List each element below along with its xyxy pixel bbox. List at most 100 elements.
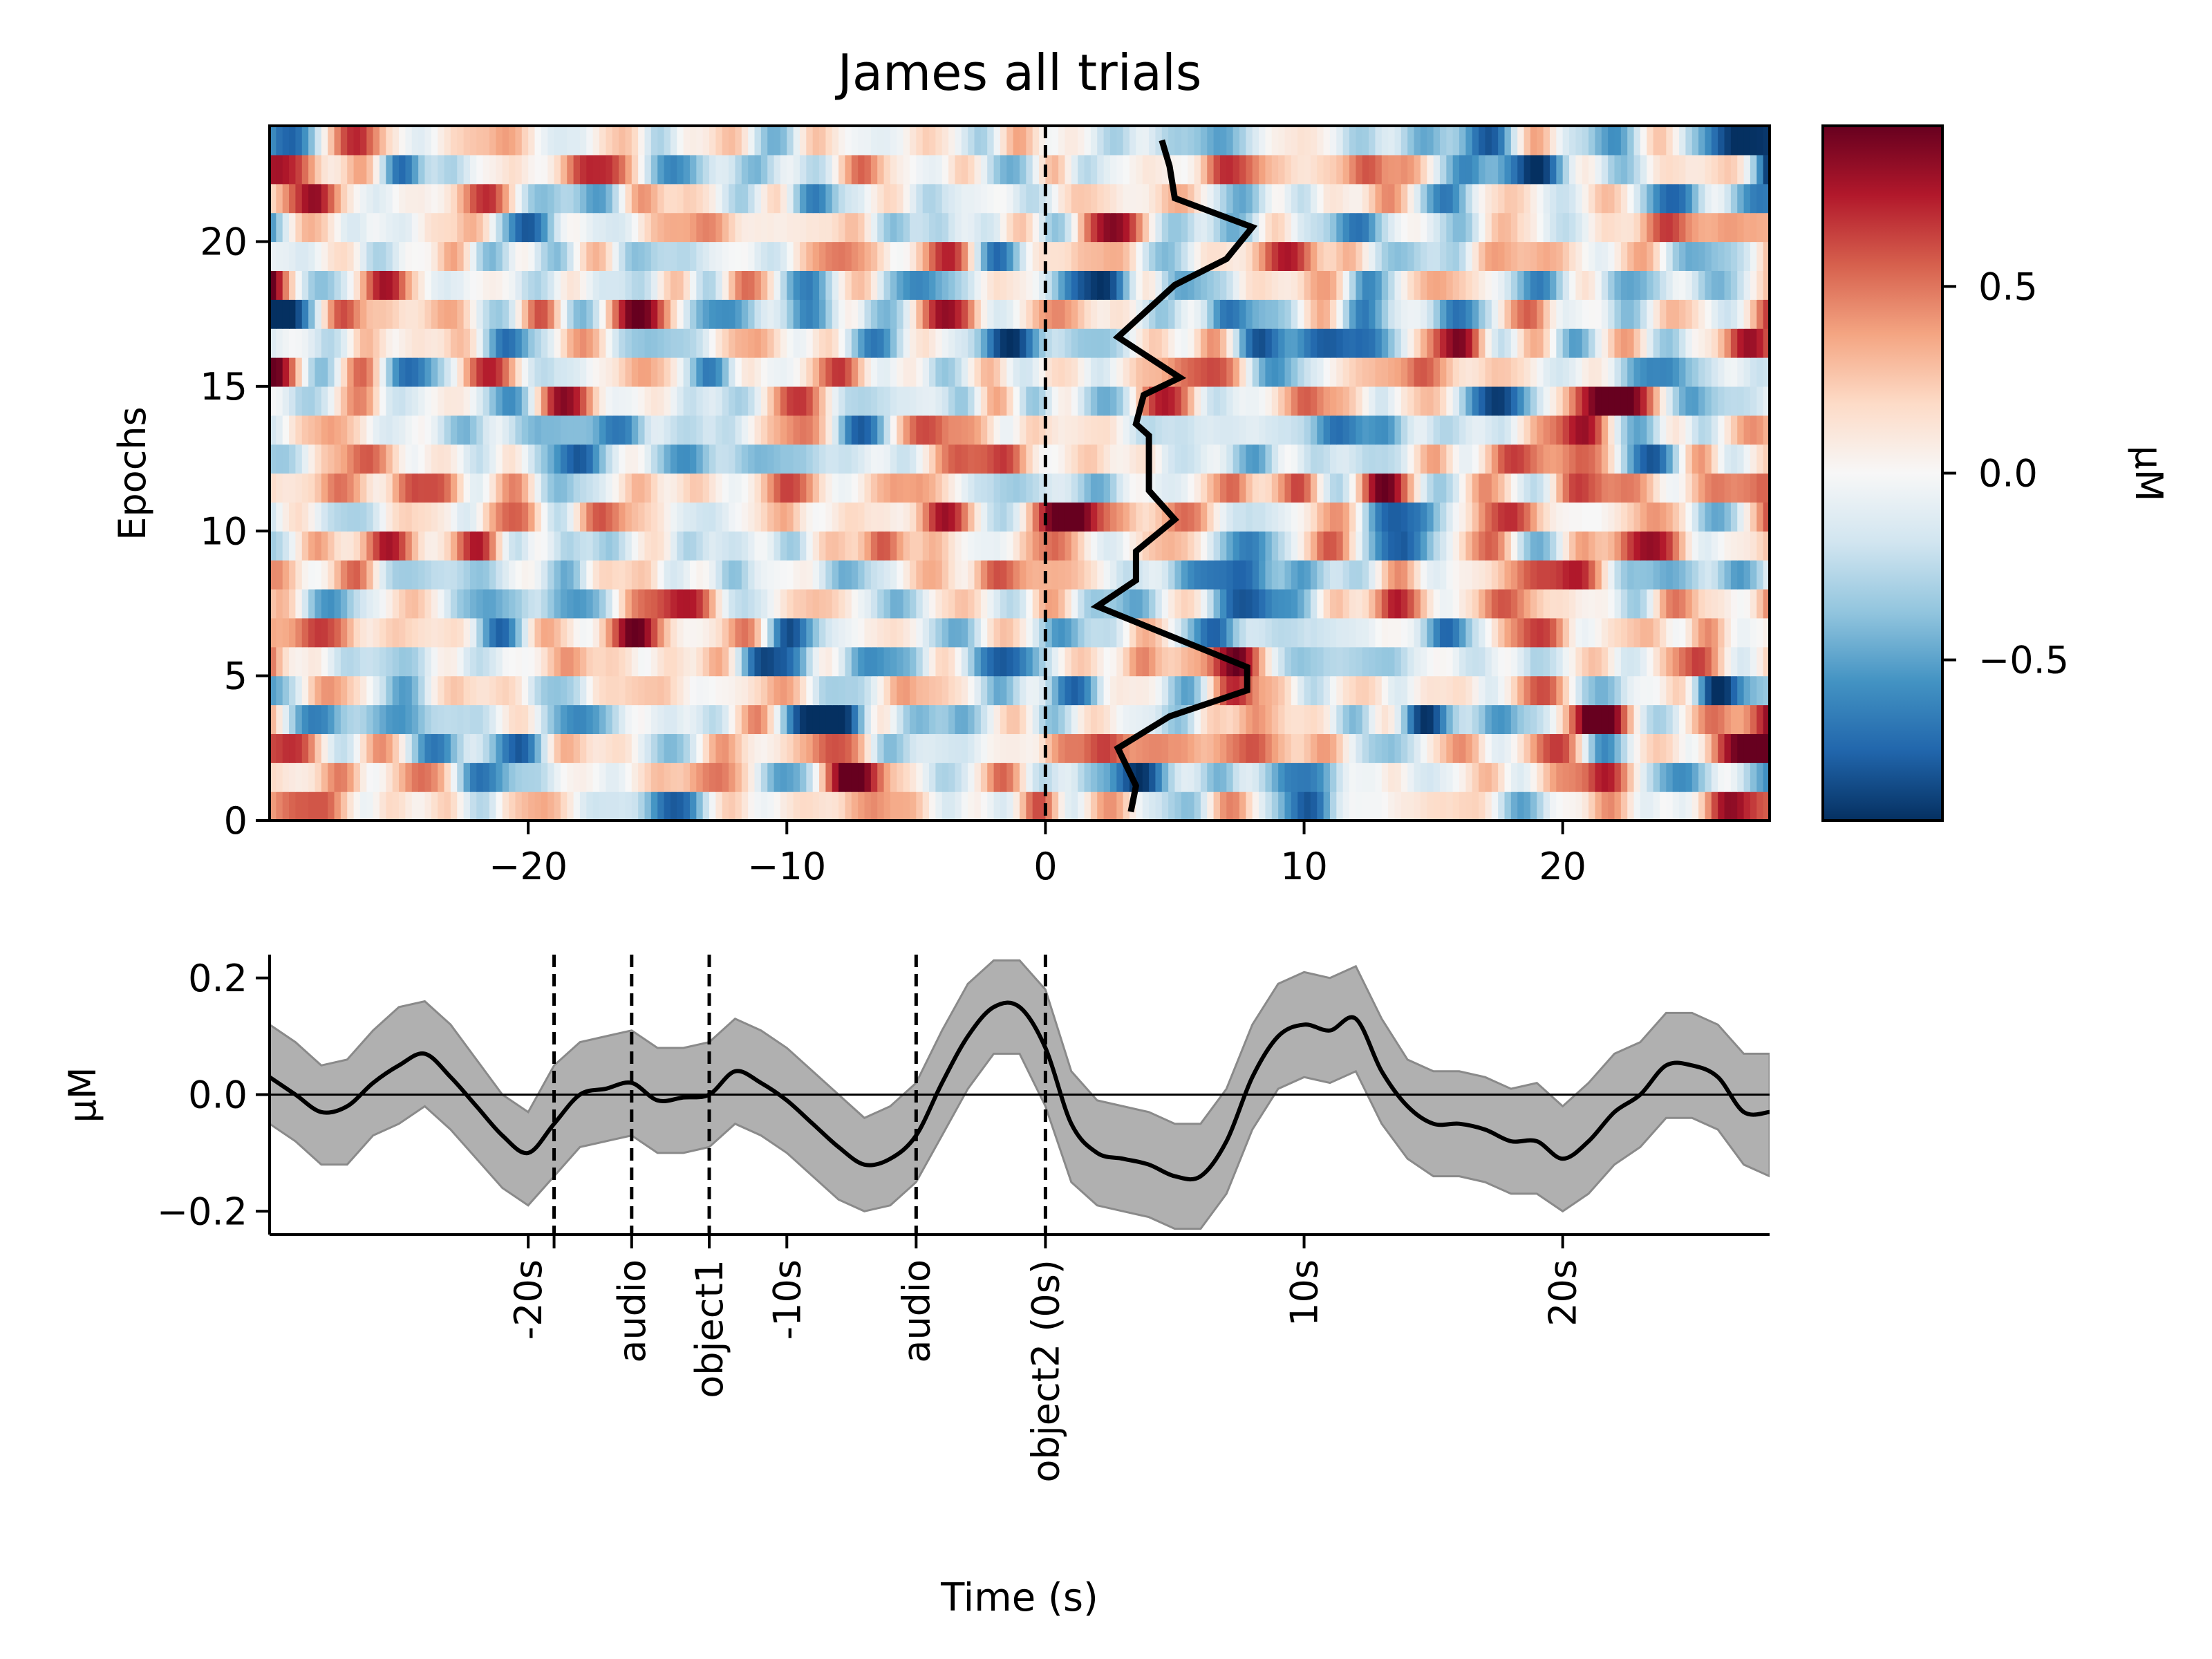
heatmap-cell: [767, 762, 775, 792]
heatmap-cell: [560, 791, 568, 821]
heatmap-cell: [825, 704, 833, 734]
heatmap-cell: [295, 270, 303, 300]
heatmap-cell: [625, 502, 632, 532]
heatmap-cell: [909, 357, 917, 387]
heatmap-cell: [1479, 704, 1486, 734]
heatmap-cell: [1342, 675, 1350, 706]
heatmap-cell: [547, 733, 555, 763]
heatmap-cell: [1420, 617, 1428, 648]
heatmap-cell: [509, 299, 516, 329]
heatmap-cell: [1356, 212, 1363, 243]
heatmap-cell: [438, 328, 445, 358]
heatmap-cell: [780, 646, 788, 677]
heatmap-cell: [1349, 299, 1357, 329]
heatmap-cell: [444, 473, 451, 503]
heatmap-cell: [1647, 473, 1654, 503]
heatmap-cell: [1627, 444, 1635, 474]
heatmap-cell: [1297, 589, 1305, 619]
heatmap-cell: [748, 617, 756, 648]
heatmap-cell: [586, 646, 594, 677]
heatmap-cell: [1465, 791, 1473, 821]
heatmap-cell: [619, 646, 626, 677]
heatmap-cell: [1149, 531, 1156, 561]
heatmap-cell: [980, 762, 988, 792]
heatmap-cell: [1608, 617, 1615, 648]
heatmap-cell: [1737, 473, 1745, 503]
heatmap-cell: [1459, 299, 1467, 329]
heatmap-cell: [1407, 357, 1415, 387]
heatmap-cell: [1653, 704, 1660, 734]
heatmap-cell: [534, 299, 542, 329]
heatmap-cell: [463, 415, 471, 445]
heatmap-cell: [366, 762, 374, 792]
heatmap-cell: [554, 589, 561, 619]
heatmap-cell: [276, 444, 283, 474]
heatmap-cell: [1116, 762, 1124, 792]
heatmap-cell: [858, 646, 865, 677]
heatmap-cell: [1174, 328, 1182, 358]
heatmap-cell: [469, 328, 478, 358]
heatmap-cell: [424, 560, 432, 590]
heatmap-cell: [974, 357, 982, 387]
heatmap-cell: [689, 531, 697, 561]
heatmap-cell: [1601, 444, 1609, 474]
heatmap-cell: [780, 299, 788, 329]
heatmap-cell: [883, 502, 891, 532]
heatmap-cell: [282, 386, 290, 416]
heatmap-cell: [509, 270, 516, 300]
heatmap-cell: [1737, 675, 1745, 706]
heatmap-cell: [1556, 791, 1564, 821]
heatmap-cell: [1439, 762, 1447, 792]
heatmap-cell: [482, 762, 490, 792]
heatmap-cell: [1207, 328, 1215, 358]
heatmap-cell: [877, 733, 885, 763]
heatmap-cell: [670, 675, 678, 706]
heatmap-cell: [812, 241, 820, 271]
heatmap-cell: [767, 212, 775, 243]
heatmap-cell: [1342, 531, 1350, 561]
heatmap-cell: [1750, 299, 1758, 329]
heatmap-cell: [573, 791, 581, 821]
heatmap-cell: [1756, 704, 1764, 734]
heatmap-cell: [941, 617, 949, 648]
heatmap-cell: [1679, 646, 1687, 677]
heatmap-cell: [1485, 646, 1492, 677]
heatmap-cell: [1174, 762, 1182, 792]
heatmap-cell: [948, 762, 956, 792]
heatmap-cell: [599, 704, 607, 734]
heatmap-cell: [1317, 270, 1324, 300]
heatmap-cell: [1510, 560, 1519, 590]
heatmap-cell: [1595, 357, 1602, 387]
heatmap-cell: [877, 183, 885, 214]
heatmap-cell: [366, 183, 374, 214]
heatmap-cell: [592, 502, 600, 532]
heatmap-cell: [592, 444, 600, 474]
heatmap-cell: [1608, 241, 1615, 271]
heatmap-cell: [948, 560, 956, 590]
heatmap-cell: [955, 241, 962, 271]
heatmap-cell: [482, 733, 490, 763]
heatmap-cell: [1304, 299, 1311, 329]
heatmap-cell: [270, 328, 277, 358]
heatmap-cell: [1414, 646, 1421, 677]
heatmap-cell: [469, 473, 478, 503]
heatmap-cell: [851, 328, 859, 358]
heatmap-cell: [1200, 531, 1208, 561]
heatmap-cell: [702, 704, 710, 734]
heatmap-cell: [592, 299, 600, 329]
heatmap-cell: [1278, 762, 1286, 792]
heatmap-cell: [935, 502, 943, 532]
heatmap-cell: [489, 386, 497, 416]
heatmap-cell: [450, 415, 458, 445]
heatmap-cell: [1252, 675, 1259, 706]
heatmap-cell: [845, 183, 852, 214]
heatmap-cell: [1633, 357, 1641, 387]
heatmap-cell: [482, 531, 490, 561]
heatmap-cell: [1058, 704, 1066, 734]
heatmap-cell: [922, 560, 930, 590]
heatmap-cell: [870, 241, 879, 271]
heatmap-cell: [1078, 675, 1085, 706]
heatmap-cell: [379, 473, 387, 503]
heatmap-cell: [922, 704, 930, 734]
heatmap-cell: [450, 646, 458, 677]
